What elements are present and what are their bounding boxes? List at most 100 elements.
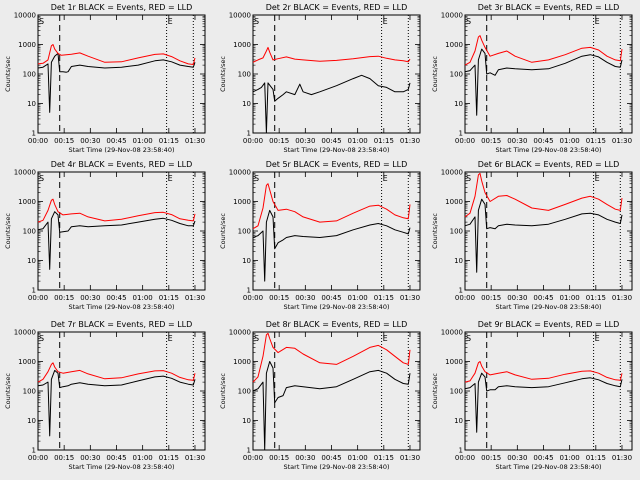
events-series-line <box>252 209 411 282</box>
x-tick-label: 00:15 <box>481 294 501 302</box>
x-tick-label: 01:15 <box>586 294 606 302</box>
y-tick-label: 1 <box>459 447 463 455</box>
y-tick-label: 10000 <box>14 169 36 177</box>
end-marker-E: E <box>595 334 600 343</box>
x-tick-label: 00:30 <box>295 454 315 462</box>
x-tick-label: 00:00 <box>243 137 263 145</box>
x-tick-label: 01:00 <box>560 137 580 145</box>
x-tick-label: 00:30 <box>80 137 100 145</box>
x-tick-label: 00:15 <box>481 454 501 462</box>
subplot-det-2: Det 2r BLACK = Events, RED = LLD 1 10 100 10… <box>219 3 421 154</box>
x-tick-label: 01:15 <box>374 294 394 302</box>
x-tick-label: 00:00 <box>455 454 475 462</box>
y-tick-label: 1000 <box>18 358 36 366</box>
lld-series-line <box>464 361 623 383</box>
y-tick-label: 10000 <box>441 12 463 20</box>
x-tick-label: 01:15 <box>159 454 179 462</box>
x-axis-label: Start Time (29-Nov-08 23:58:40) <box>284 146 390 154</box>
y-tick-label: 100 <box>450 388 463 396</box>
subplot-det-5: Det 5r BLACK = Events, RED = LLD 1 10 100 10… <box>219 160 421 311</box>
y-tick-label: 10 <box>242 257 251 265</box>
y-tick-label: 1 <box>32 287 36 295</box>
y-tick-label: 1 <box>459 130 463 138</box>
x-tick-label: 00:30 <box>295 137 315 145</box>
y-tick-label: 10 <box>27 257 36 265</box>
x-tick-label: 01:00 <box>560 294 580 302</box>
end-marker-E: E <box>383 174 388 183</box>
x-tick-label: 00:15 <box>481 137 501 145</box>
plot-frame <box>252 14 421 134</box>
plot-frame <box>37 14 206 134</box>
subplot-det-1: Det 1r BLACK = Events, RED = LLD 1 10 100 10… <box>4 3 206 154</box>
y-axis-label: Counts/sec <box>219 56 227 92</box>
x-tick-label: 01:30 <box>612 454 632 462</box>
y-axis-label: Counts/sec <box>4 373 12 409</box>
plot-title: Det 7r BLACK = Events, RED = LLD <box>51 320 193 329</box>
plot-frame <box>464 14 633 134</box>
y-tick-label: 1 <box>32 130 36 138</box>
y-tick-label: 1 <box>247 130 251 138</box>
x-tick-label: 00:00 <box>28 137 48 145</box>
x-tick-label: 01:00 <box>348 137 368 145</box>
x-tick-label: 00:45 <box>533 294 553 302</box>
y-tick-label: 100 <box>238 71 251 79</box>
x-tick-label: 01:00 <box>133 137 153 145</box>
y-tick-label: 1000 <box>445 41 463 49</box>
plot-frame <box>252 331 421 451</box>
x-axis-label: Start Time (29-Nov-08 23:58:40) <box>496 303 602 311</box>
x-tick-label: 00:30 <box>507 294 527 302</box>
x-tick-label: 01:00 <box>560 454 580 462</box>
x-tick-label: 00:15 <box>54 454 74 462</box>
events-series-line <box>37 369 196 437</box>
x-tick-label: 01:00 <box>133 294 153 302</box>
x-tick-label: 01:00 <box>348 294 368 302</box>
y-tick-label: 10000 <box>441 329 463 337</box>
y-tick-label: 10000 <box>229 12 251 20</box>
y-tick-label: 10 <box>242 100 251 108</box>
x-tick-label: 01:00 <box>348 454 368 462</box>
start-marker-S: S <box>254 334 259 343</box>
x-tick-label: 00:15 <box>269 294 289 302</box>
x-tick-label: 01:30 <box>185 454 205 462</box>
events-series-line <box>37 211 196 270</box>
lld-series-line <box>252 183 411 230</box>
plot-title: Det 1r BLACK = Events, RED = LLD <box>51 3 193 12</box>
y-tick-label: 10000 <box>14 329 36 337</box>
y-tick-label: 1000 <box>445 198 463 206</box>
x-tick-label: 01:30 <box>400 137 420 145</box>
y-tick-label: 10000 <box>14 12 36 20</box>
x-tick-label: 01:00 <box>133 454 153 462</box>
y-tick-label: 100 <box>450 71 463 79</box>
x-axis-label: Start Time (29-Nov-08 23:58:40) <box>496 463 602 471</box>
plot-frame <box>464 331 633 451</box>
plot-frame <box>37 331 206 451</box>
start-marker-S: S <box>466 174 471 183</box>
x-tick-label: 00:45 <box>321 294 341 302</box>
plot-title: Det 8r BLACK = Events, RED = LLD <box>266 320 408 329</box>
y-tick-label: 1 <box>247 287 251 295</box>
y-tick-label: 1000 <box>445 358 463 366</box>
y-tick-label: 1000 <box>18 198 36 206</box>
events-series-line <box>252 361 411 451</box>
end-marker-E: E <box>595 174 600 183</box>
lld-series-line <box>37 362 196 383</box>
y-tick-label: 100 <box>23 228 36 236</box>
x-tick-label: 00:15 <box>54 137 74 145</box>
x-tick-label: 01:15 <box>374 454 394 462</box>
y-tick-label: 100 <box>238 388 251 396</box>
y-tick-label: 10 <box>454 417 463 425</box>
events-series-line <box>252 74 411 134</box>
start-marker-S: S <box>466 334 471 343</box>
y-axis-label: Counts/sec <box>431 373 439 409</box>
events-series-line <box>464 372 623 433</box>
y-tick-label: 10 <box>242 417 251 425</box>
x-tick-label: 00:45 <box>321 137 341 145</box>
x-tick-label: 00:00 <box>243 294 263 302</box>
subplot-det-3: Det 3r BLACK = Events, RED = LLD 1 10 100 10… <box>431 3 633 154</box>
lld-series-line <box>37 44 196 65</box>
plot-frame <box>37 171 206 291</box>
x-tick-label: 01:30 <box>612 137 632 145</box>
y-tick-label: 1 <box>32 447 36 455</box>
end-marker-E: E <box>383 334 388 343</box>
x-tick-label: 00:00 <box>28 294 48 302</box>
